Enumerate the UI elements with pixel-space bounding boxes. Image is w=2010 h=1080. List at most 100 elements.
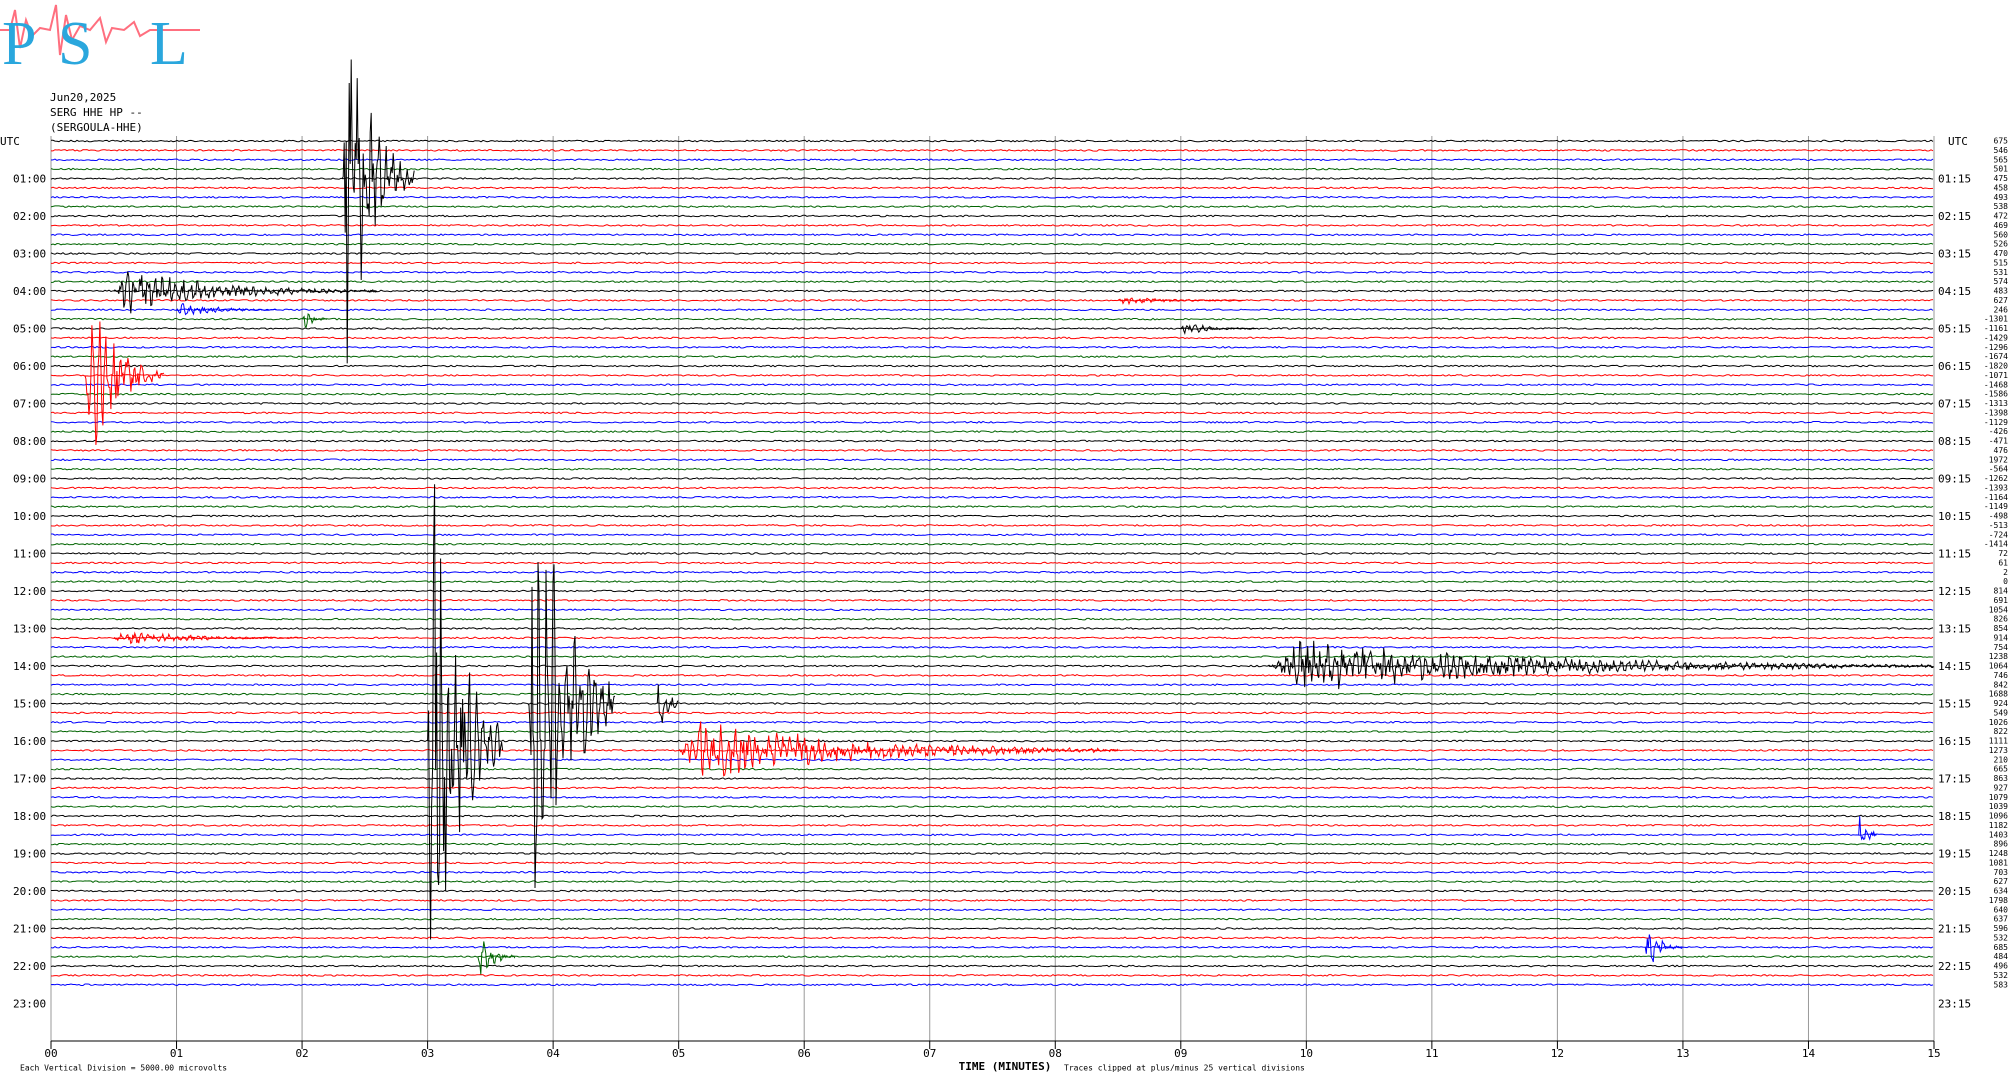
- offset-label: 637: [1994, 915, 2009, 924]
- offset-label: 703: [1994, 868, 2009, 877]
- trace: [50, 345, 1934, 349]
- offset-label: 470: [1994, 249, 2009, 258]
- trace: [50, 336, 1934, 340]
- left-hour-label: 12:00: [13, 585, 46, 598]
- event: [113, 631, 302, 645]
- offset-label: 538: [1994, 202, 2009, 211]
- trace: [50, 533, 1934, 537]
- trace: [50, 861, 1934, 865]
- right-hour-label: 05:15: [1938, 323, 1971, 336]
- trace: [50, 917, 1934, 921]
- x-tick-label: 05: [672, 1047, 685, 1060]
- trace: [50, 599, 1934, 602]
- trace: [50, 477, 1934, 480]
- right-hour-label: 14:15: [1938, 660, 1971, 673]
- right-hour-label: 02:15: [1938, 210, 1971, 223]
- trace: [50, 683, 1934, 687]
- left-hour-label: 04:00: [13, 285, 46, 298]
- event: [341, 59, 415, 364]
- offset-label: 1039: [1989, 802, 2008, 811]
- trace: [50, 833, 1934, 837]
- trace: [50, 870, 1934, 874]
- trace: [50, 711, 1934, 715]
- offset-label: 1273: [1989, 746, 2008, 755]
- x-tick-label: 15: [1927, 1047, 1940, 1060]
- offset-label: -1301: [1984, 315, 2008, 324]
- left-hour-label: 19:00: [13, 848, 46, 861]
- offset-label: -1296: [1984, 343, 2008, 352]
- offset-label: 1182: [1989, 821, 2008, 830]
- x-tick-label: 09: [1174, 1047, 1187, 1060]
- station: SERG HHE HP --: [50, 106, 143, 119]
- left-hour-label: 01:00: [13, 173, 46, 186]
- trace: [50, 486, 1934, 490]
- trace: [50, 505, 1934, 509]
- trace: [50, 814, 1934, 818]
- date: Jun20,2025: [50, 91, 116, 104]
- event: [84, 321, 165, 445]
- station-name: (SERGOULA-HHE): [50, 121, 143, 134]
- right-hour-label: 17:15: [1938, 773, 1971, 786]
- offset-label: 0: [2003, 577, 2008, 586]
- trace: [50, 758, 1934, 762]
- right-hour-label: 20:15: [1938, 885, 1971, 898]
- left-hour-label: 22:00: [13, 960, 46, 973]
- offset-label: 822: [1994, 727, 2009, 736]
- left-hour-label: 18:00: [13, 810, 46, 823]
- offset-label: 1026: [1989, 718, 2008, 727]
- offset-label: 469: [1994, 221, 2009, 230]
- offset-label: 531: [1994, 268, 2009, 277]
- offset-label: -1149: [1984, 502, 2008, 511]
- offset-label: 1798: [1989, 896, 2008, 905]
- left-hour-label: 21:00: [13, 923, 46, 936]
- event: [176, 303, 277, 316]
- event: [301, 313, 328, 329]
- trace: [50, 805, 1934, 808]
- left-corner-label: UTC: [0, 135, 20, 148]
- trace: [50, 692, 1934, 696]
- offset-label: 493: [1994, 193, 2009, 202]
- offset-label: 1688: [1989, 690, 2008, 699]
- offset-label: 924: [1994, 699, 2009, 708]
- trace: [50, 270, 1934, 274]
- trace: [50, 824, 1934, 827]
- trace: [50, 448, 1934, 452]
- left-hour-label: 20:00: [13, 885, 46, 898]
- offset-label: -471: [1989, 437, 2008, 446]
- trace: [50, 964, 1934, 968]
- event: [1180, 323, 1256, 335]
- right-hour-label: 06:15: [1938, 360, 1971, 373]
- offset-label: -724: [1989, 530, 2008, 539]
- left-hour-label: 07:00: [13, 398, 46, 411]
- offset-label: -1398: [1984, 408, 2008, 417]
- event: [477, 941, 516, 975]
- logo-squiggle: [0, 4, 200, 56]
- trace: [50, 158, 1934, 162]
- event: [1858, 816, 1877, 841]
- logo-letter: L: [150, 10, 188, 78]
- offset-label: -1161: [1984, 324, 2008, 333]
- logo-letter: S: [58, 10, 92, 78]
- offset-label: 854: [1994, 624, 2009, 633]
- trace: [50, 205, 1934, 209]
- offset-label: -1262: [1984, 474, 2008, 483]
- left-hour-label: 13:00: [13, 623, 46, 636]
- right-hour-label: 21:15: [1938, 923, 1971, 936]
- trace: [50, 786, 1934, 790]
- trace: [50, 195, 1934, 199]
- offset-label: -1674: [1984, 352, 2008, 361]
- offset-label: 1403: [1989, 830, 2008, 839]
- trace: [50, 411, 1933, 415]
- offset-label: 526: [1994, 240, 2009, 249]
- trace: [50, 261, 1934, 265]
- event: [427, 484, 504, 940]
- trace: [50, 289, 1934, 293]
- trace: [50, 355, 1934, 359]
- trace: [50, 955, 1934, 959]
- event: [678, 721, 1119, 777]
- trace: [50, 374, 1934, 377]
- right-hour-label: 04:15: [1938, 285, 1971, 298]
- offset-label: 754: [1994, 643, 2009, 652]
- trace: [50, 767, 1934, 771]
